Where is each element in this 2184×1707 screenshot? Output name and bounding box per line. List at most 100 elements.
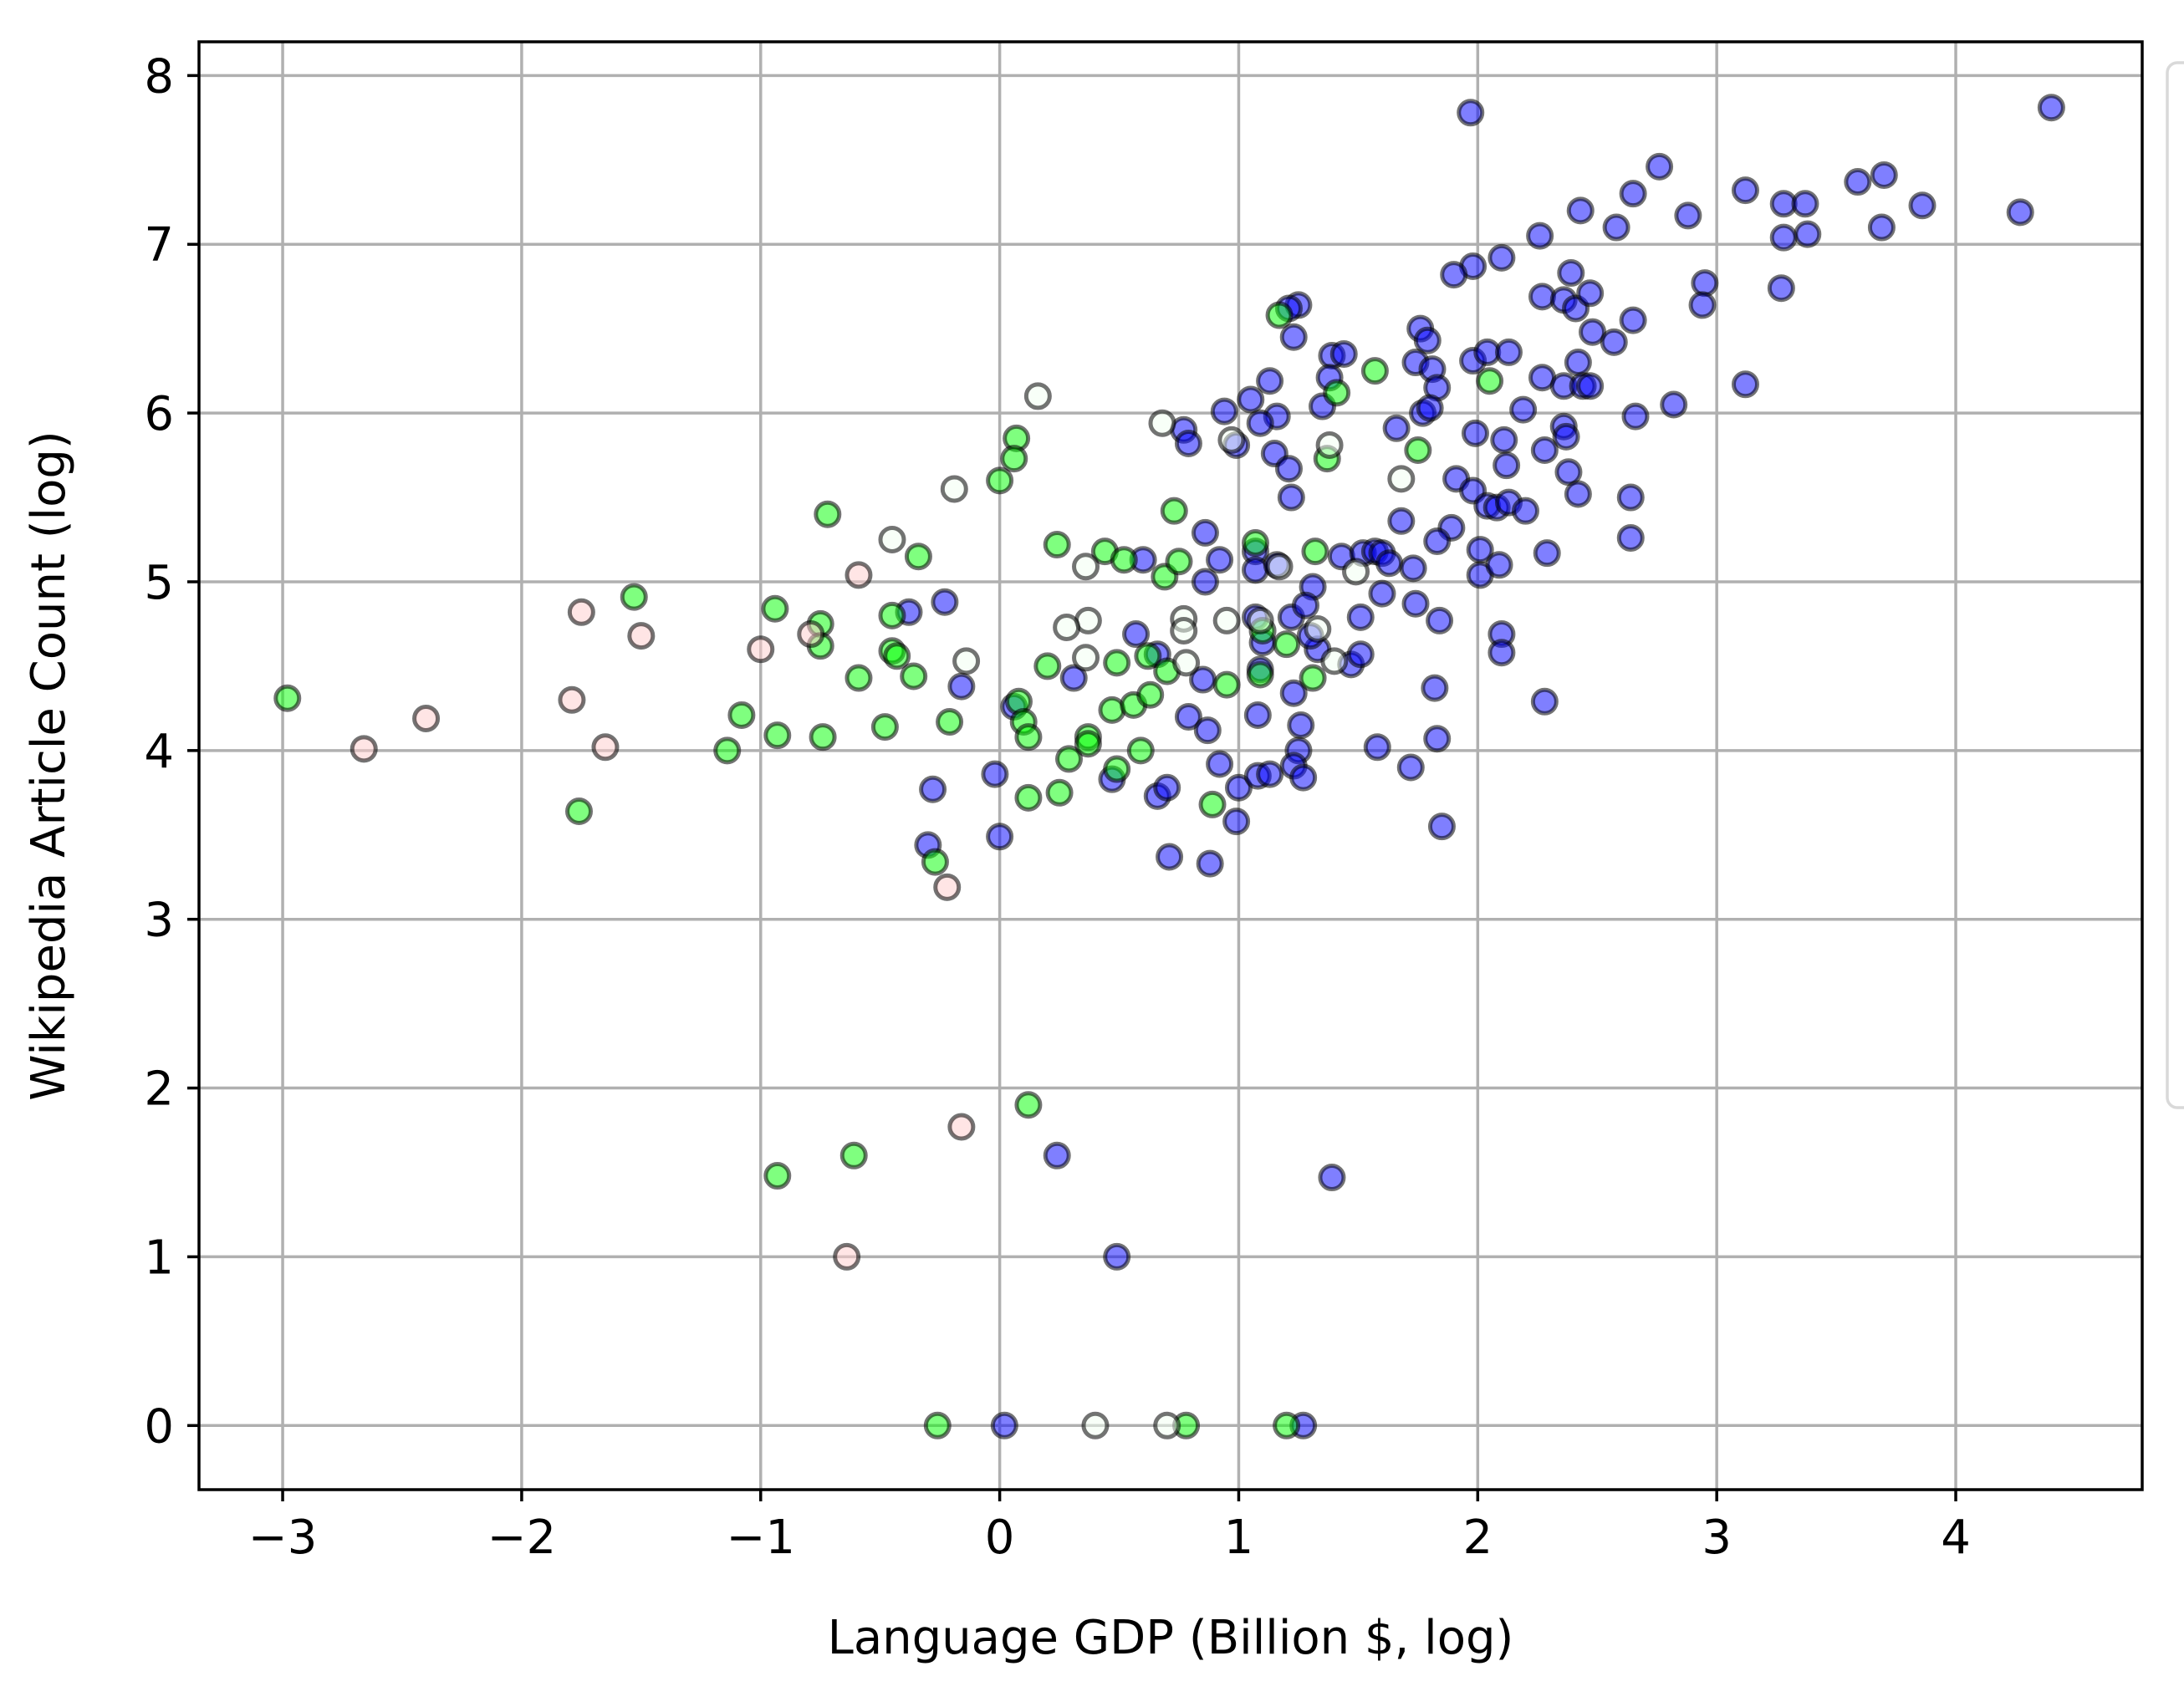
data-point (565, 797, 594, 826)
data-point (1033, 652, 1062, 680)
data-point (1246, 409, 1274, 437)
data-point (1566, 196, 1595, 225)
data-point (1487, 243, 1516, 272)
y-tick-label: 0 (144, 1399, 174, 1454)
data-point (1265, 553, 1294, 581)
data-point (1674, 201, 1702, 230)
data-point (1277, 483, 1305, 512)
data-point (627, 622, 656, 650)
data-point (1072, 553, 1100, 581)
data-point (1557, 259, 1585, 288)
data-point (1576, 372, 1605, 400)
data-point (1287, 711, 1315, 740)
data-point (1346, 603, 1375, 631)
data-point (1509, 395, 1538, 424)
data-point (1273, 1411, 1301, 1439)
data-point (1396, 753, 1425, 782)
x-tick-label: −1 (726, 1511, 795, 1565)
data-point (1387, 465, 1416, 493)
data-point (845, 664, 873, 692)
data-point (273, 684, 302, 712)
data-point (1170, 617, 1198, 645)
data-point (1165, 548, 1193, 576)
data-point (1274, 455, 1303, 483)
data-point (1279, 323, 1308, 351)
data-point (1621, 402, 1650, 431)
y-tick-label: 4 (144, 725, 174, 779)
x-tick-label: 0 (985, 1511, 1015, 1565)
data-point (2006, 198, 2034, 227)
data-point (947, 672, 976, 701)
y-tick-label: 7 (144, 218, 174, 273)
data-point (1222, 808, 1251, 836)
data-point (1256, 760, 1284, 788)
x-tick-label: 3 (1702, 1511, 1732, 1565)
data-point (1198, 790, 1227, 818)
data-point (727, 701, 756, 729)
data-point (797, 620, 825, 649)
data-point (870, 713, 899, 741)
data-point (1360, 357, 1389, 385)
data-point (1401, 589, 1430, 618)
data-point (1413, 326, 1442, 354)
data-point (1427, 813, 1456, 841)
data-point (833, 1242, 861, 1271)
data-point (1193, 716, 1222, 745)
data-point (1072, 644, 1100, 672)
data-point (1153, 1411, 1181, 1439)
data-point (1329, 339, 1358, 368)
data-point (1191, 568, 1219, 596)
data-point (814, 500, 842, 528)
data-point (1423, 725, 1452, 753)
data-point (1014, 1091, 1043, 1119)
data-point (1212, 606, 1241, 634)
data-point (1870, 161, 1898, 189)
data-point (1461, 419, 1489, 447)
data-point (1148, 409, 1176, 437)
data-point (350, 735, 378, 763)
x-tick-label: 4 (1941, 1511, 1971, 1565)
data-point (1494, 338, 1523, 366)
legend-box (2166, 61, 2184, 1109)
data-point (1212, 670, 1241, 699)
data-point (1387, 507, 1416, 535)
data-point (1476, 367, 1504, 395)
data-point (1103, 755, 1131, 783)
data-point (1375, 549, 1404, 578)
data-point (1206, 750, 1234, 778)
data-point (1191, 518, 1219, 547)
data-point (1691, 269, 1719, 298)
data-point (1265, 301, 1294, 329)
data-point (940, 475, 968, 503)
data-point (763, 721, 792, 750)
ticks-layer: −3 −2 −1 0 1 2 3 4 0 1 2 3 4 5 6 7 8 (144, 49, 1970, 1565)
data-point (1206, 546, 1234, 574)
data-point (1688, 291, 1717, 319)
data-point (986, 823, 1014, 851)
data-point (1616, 483, 1645, 512)
data-point (921, 848, 949, 876)
data-point (1273, 630, 1301, 659)
y-axis-label: Wikipedia Article Count (log) (22, 431, 76, 1101)
data-point (1346, 640, 1375, 669)
data-point (1210, 397, 1238, 425)
data-point (1172, 649, 1201, 677)
x-axis-label: Language GDP (Billion $, log) (828, 1611, 1514, 1665)
data-point (1292, 591, 1320, 619)
data-point (1487, 639, 1516, 667)
data-point (1421, 674, 1449, 702)
y-tick-label: 1 (144, 1231, 174, 1285)
data-point (839, 1141, 868, 1169)
y-tick-label: 6 (144, 387, 174, 441)
plot-frame (197, 40, 2144, 1491)
data-point (412, 704, 441, 732)
y-tick-label: 3 (144, 894, 174, 948)
data-point (936, 708, 964, 736)
data-point (1074, 730, 1102, 758)
points-layer (273, 94, 2065, 1439)
data-point (1731, 370, 1759, 399)
data-point (1493, 451, 1521, 480)
x-tick-label: 2 (1463, 1511, 1493, 1565)
data-point (1174, 702, 1202, 731)
